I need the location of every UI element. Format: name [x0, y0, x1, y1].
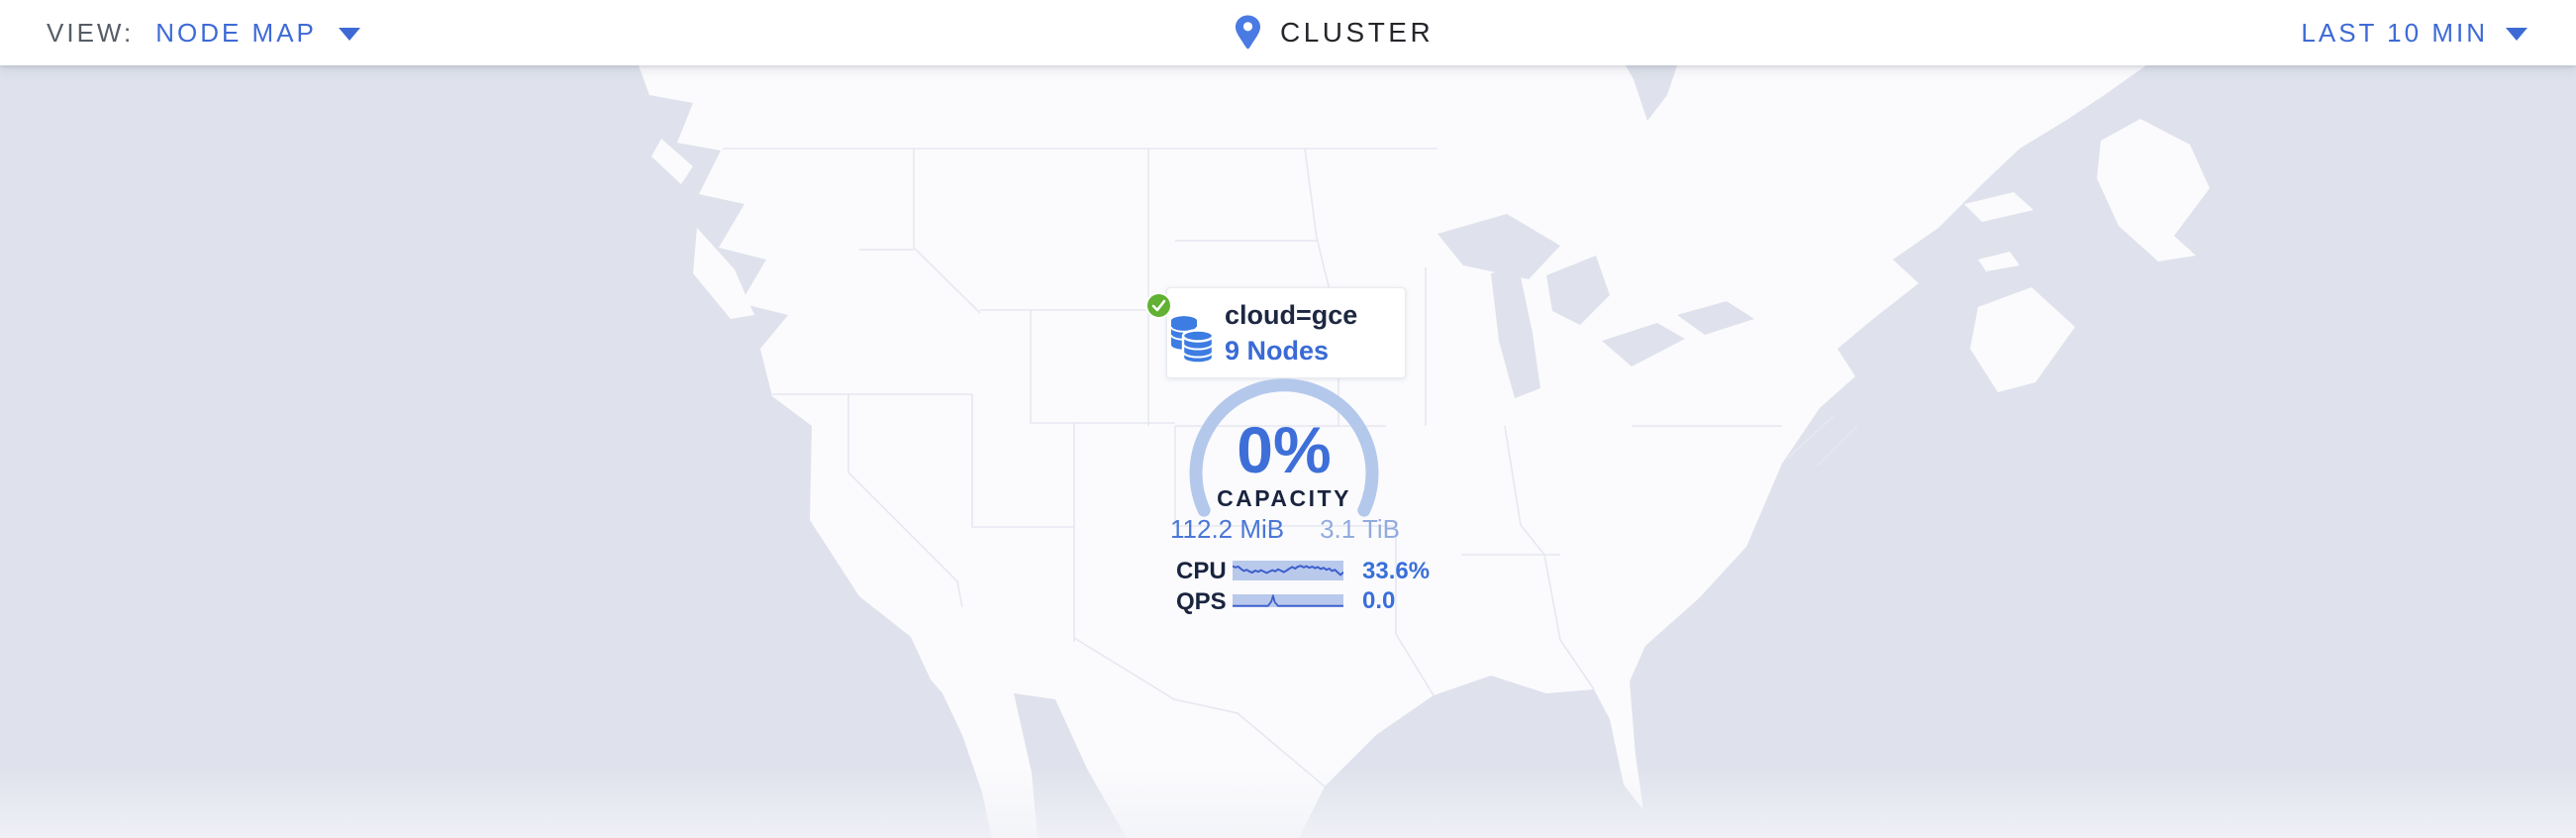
- map-island-vancouver: [693, 228, 754, 319]
- locality-node-count[interactable]: 9 Nodes: [1225, 336, 1330, 366]
- capacity-range: 112.2 MiB 3.1 TiB: [1170, 516, 1400, 542]
- view-value[interactable]: NODE MAP: [155, 17, 317, 48]
- map-island-pei: [1978, 252, 2020, 271]
- qps-value: 0.0: [1362, 587, 1396, 614]
- map-island-haida: [651, 139, 693, 184]
- check-circle-icon: [1145, 292, 1172, 319]
- capacity-gauge-arc: [1189, 378, 1379, 517]
- chevron-down-icon[interactable]: [2506, 28, 2527, 41]
- view-label: VIEW:: [47, 17, 135, 48]
- map-island-newfoundland: [2097, 119, 2210, 262]
- chevron-down-icon[interactable]: [338, 28, 360, 41]
- breadcrumb[interactable]: CLUSTER: [1235, 0, 1434, 65]
- database-stack-icon: [1169, 314, 1215, 366]
- toolbar: VIEW: NODE MAP CLUSTER LAST 10 MIN: [0, 0, 2576, 65]
- map-great-lakes: [1437, 214, 1754, 398]
- map-island-anticosti: [1964, 192, 2033, 222]
- cpu-label: CPU: [1176, 558, 1227, 584]
- capacity-label: CAPACITY: [1217, 485, 1351, 511]
- view-selector[interactable]: VIEW: NODE MAP: [47, 0, 360, 65]
- capacity-total: 3.1 TiB: [1320, 514, 1400, 544]
- qps-sparkline-chart: [1233, 594, 1343, 607]
- cpu-value: 33.6%: [1362, 558, 1431, 584]
- cpu-sparkline-chart: [1233, 561, 1343, 580]
- locality-label[interactable]: cloud=gce: [1225, 300, 1358, 330]
- capacity-used: 112.2 MiB: [1170, 514, 1285, 544]
- map-pin-icon: [1236, 15, 1260, 50]
- capacity-percent: 0%: [1237, 413, 1332, 486]
- time-range-value[interactable]: LAST 10 MIN: [2301, 17, 2488, 48]
- page-title: CLUSTER: [1280, 17, 1435, 48]
- map-landmass: [639, 65, 2146, 838]
- qps-label: QPS: [1176, 588, 1227, 615]
- map-island-novascotia: [1970, 287, 2075, 392]
- time-range-selector[interactable]: LAST 10 MIN: [2301, 0, 2527, 65]
